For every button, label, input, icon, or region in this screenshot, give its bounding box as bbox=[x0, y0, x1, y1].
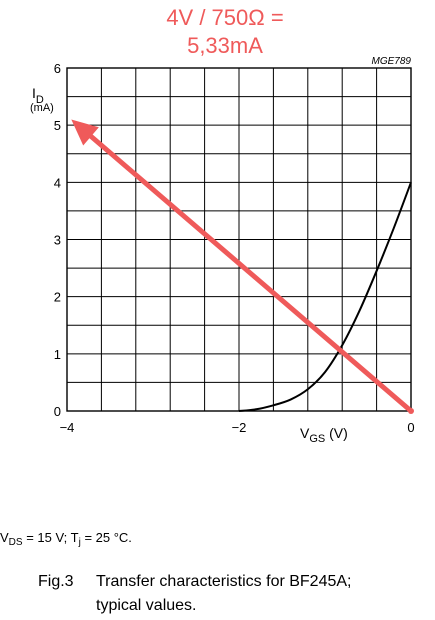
conditions-v-value: = 15 V; T bbox=[23, 530, 79, 545]
annotation-line-1: 4V / 750Ω = bbox=[166, 5, 283, 30]
x-tick-label: −2 bbox=[232, 420, 247, 435]
annotation-arrow-shaft bbox=[88, 133, 414, 414]
y-axis-label-sub: D bbox=[36, 94, 44, 106]
annotation-arrow-tail bbox=[408, 408, 414, 414]
transfer-curve bbox=[238, 181, 412, 412]
caption-fig-label: Fig.3 bbox=[38, 573, 74, 590]
y-tick-label: 5 bbox=[54, 118, 61, 133]
y-tick-label: 1 bbox=[54, 347, 61, 362]
conditions-v-sub: DS bbox=[9, 537, 23, 548]
conditions-t-value: = 25 °C. bbox=[81, 530, 132, 545]
x-tick-label: −4 bbox=[60, 420, 75, 435]
y-tick-labels: 0 1 2 3 4 5 6 bbox=[54, 61, 61, 419]
annotation-line-2: 5,33mA bbox=[187, 33, 263, 58]
x-tick-label: 0 bbox=[407, 420, 414, 435]
y-tick-label: 3 bbox=[54, 233, 61, 248]
caption-line-1: Transfer characteristics for BF245A; bbox=[96, 573, 352, 590]
conditions-t-sub: j bbox=[78, 537, 81, 548]
y-tick-label: 2 bbox=[54, 290, 61, 305]
x-axis-label-main: V bbox=[300, 425, 310, 441]
y-tick-label: 6 bbox=[54, 61, 61, 76]
test-conditions: VDS = 15 V; Tj = 25 °C. bbox=[0, 530, 132, 548]
y-tick-label: 4 bbox=[54, 175, 61, 190]
x-axis-label: VGS (V) bbox=[300, 425, 348, 445]
chart-grid bbox=[67, 68, 411, 411]
y-axis-label: ID bbox=[32, 85, 44, 106]
x-axis-label-unit: (V) bbox=[325, 425, 348, 441]
figure-code: MGE789 bbox=[372, 56, 412, 67]
y-axis-unit: (mA) bbox=[30, 102, 54, 114]
annotation-arrow-head bbox=[71, 119, 99, 146]
conditions-v-main: V bbox=[0, 530, 9, 545]
x-tick-labels: −4 −2 0 bbox=[60, 420, 415, 435]
annotation-arrow bbox=[71, 119, 414, 414]
y-axis-label-main: I bbox=[32, 85, 36, 101]
x-axis-label-sub: GS bbox=[309, 433, 325, 445]
y-tick-label: 0 bbox=[54, 404, 61, 419]
caption-line-2: typical values. bbox=[96, 597, 197, 614]
